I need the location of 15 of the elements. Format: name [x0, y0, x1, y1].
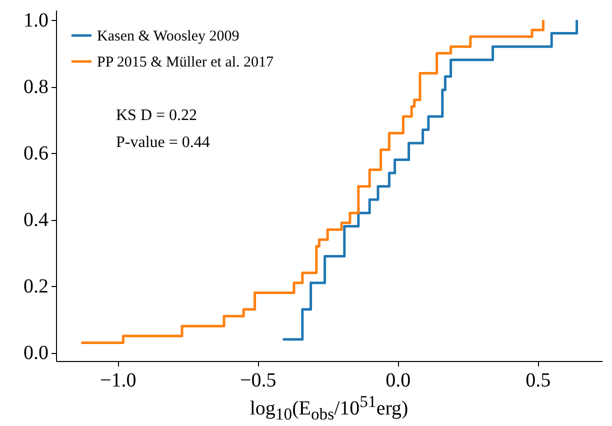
- legend-label: Kasen & Woosley 2009: [97, 28, 240, 44]
- annotation: P-value = 0.44: [116, 134, 210, 151]
- legend-label: PP 2015 & Müller et al. 2017: [97, 54, 274, 70]
- y-tick-label: 0.8: [24, 76, 48, 98]
- y-tick-label: 0.2: [24, 276, 48, 298]
- x-tick-label: 0.0: [386, 370, 411, 392]
- y-tick-label: 0.0: [24, 342, 48, 364]
- y-tick-label: 0.4: [24, 209, 48, 232]
- x-tick-label: 0.5: [526, 370, 551, 392]
- x-tick-label: −0.5: [240, 370, 276, 392]
- x-tick-label: −1.0: [100, 370, 136, 392]
- y-tick-label: 0.6: [24, 142, 48, 165]
- y-tick-label: 1.0: [24, 9, 48, 32]
- annotation: KS D = 0.22: [116, 107, 198, 124]
- x-axis-title: log$_{10}$(E$_{obs}$/10$^{51}$erg): [248, 392, 410, 425]
